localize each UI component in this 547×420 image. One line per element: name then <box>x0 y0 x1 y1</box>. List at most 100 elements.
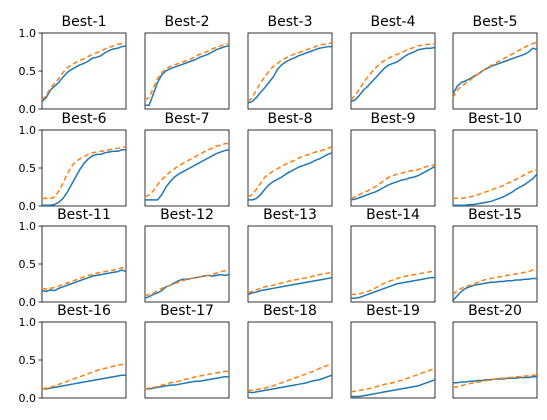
panel-title: Best-2 <box>165 14 210 30</box>
axes-frame <box>247 225 333 303</box>
solid-series-line <box>144 273 230 299</box>
panel-4: Best-4 <box>350 14 436 110</box>
solid-series-line <box>247 374 333 394</box>
solid-series-line <box>351 276 435 299</box>
panel-16: Best-16 0.0 0.5 1.0 <box>19 303 127 405</box>
panel-title: Best-19 <box>366 303 420 319</box>
y-tick-label: 1.0 <box>19 316 37 329</box>
panel-10: Best-10 <box>452 111 538 207</box>
panel-title: Best-11 <box>57 207 111 223</box>
dashed-series-line <box>350 42 436 101</box>
panel-6: Best-6 0.0 0.5 1.0 <box>19 111 127 213</box>
panel-12: Best-12 <box>144 207 230 303</box>
panel-title: Best-15 <box>468 207 522 223</box>
panel-3: Best-3 <box>247 14 333 110</box>
solid-series-line <box>247 276 333 296</box>
dashed-series-line <box>453 168 538 200</box>
dashed-series-line <box>351 270 435 296</box>
solid-series-line <box>145 375 229 390</box>
axes-frame <box>247 129 333 207</box>
solid-series-line <box>350 46 436 103</box>
solid-series-line <box>452 277 537 301</box>
panel-title: Best-14 <box>366 207 420 223</box>
dashed-series-line <box>41 363 127 390</box>
y-tick-label: 1.0 <box>19 220 37 233</box>
solid-series-line <box>247 45 332 104</box>
panel-20: Best-20 <box>452 303 538 399</box>
solid-series-line <box>145 149 230 201</box>
panel-17: Best-17 <box>144 303 230 399</box>
axes-frame <box>247 321 333 399</box>
solid-series-line <box>41 45 127 102</box>
panel-7: Best-7 <box>144 111 230 207</box>
panel-title: Best-9 <box>371 111 416 127</box>
y-tick-label: 0.5 <box>19 65 37 78</box>
panel-title: Best-5 <box>473 14 518 30</box>
panel-title: Best-13 <box>263 207 317 223</box>
panel-title: Best-4 <box>371 14 416 30</box>
panel-1: Best-1 0.0 0.5 1.0 <box>19 14 127 116</box>
dashed-series-line <box>144 42 230 101</box>
panel-8: Best-8 <box>247 111 333 207</box>
dashed-series-line <box>248 363 333 392</box>
dashed-series-line <box>350 368 436 393</box>
panel-15: Best-15 <box>452 207 538 303</box>
solid-series-line <box>41 269 127 293</box>
dashed-series-line <box>247 271 333 294</box>
axes-frame <box>144 225 230 303</box>
panel-title: Best-20 <box>468 303 522 319</box>
panel-9: Best-9 <box>350 111 436 207</box>
panel-title: Best-7 <box>165 111 210 127</box>
axes-frame <box>350 321 436 399</box>
dashed-series-line <box>42 145 127 200</box>
dashed-series-line <box>452 374 537 389</box>
panel-19: Best-19 <box>350 303 436 399</box>
y-tick-label: 0.0 <box>19 296 37 309</box>
y-tick-label: 1.0 <box>19 27 37 40</box>
y-tick-label: 0.5 <box>19 354 37 367</box>
solid-series-line <box>452 47 538 95</box>
dashed-series-line <box>452 267 538 295</box>
panel-title: Best-16 <box>57 303 111 319</box>
panel-14: Best-14 <box>350 207 436 303</box>
solid-series-line <box>145 45 230 106</box>
axes-frame <box>452 32 538 110</box>
panel-title: Best-8 <box>268 111 313 127</box>
y-tick-label: 0.5 <box>19 162 37 175</box>
panel-13: Best-13 <box>247 207 333 303</box>
solid-series-line <box>42 374 126 390</box>
dashed-series-line <box>41 42 127 101</box>
axes-frame <box>144 129 230 207</box>
solid-series-line <box>453 173 538 206</box>
panel-title: Best-3 <box>268 14 313 30</box>
dashed-series-line <box>144 370 229 390</box>
solid-series-line <box>42 149 126 206</box>
y-tick-label: 0.0 <box>19 392 37 405</box>
axes-frame <box>350 225 436 303</box>
y-tick-label: 0.5 <box>19 258 37 271</box>
panel-11: Best-11 0.0 0.5 1.0 <box>19 207 127 309</box>
panel-title: Best-1 <box>62 14 107 30</box>
axes-frame <box>452 225 538 303</box>
y-tick-label: 1.0 <box>19 124 37 137</box>
solid-series-line <box>350 165 436 201</box>
y-tick-label: 0.0 <box>19 200 37 213</box>
panel-title: Best-10 <box>468 111 522 127</box>
dashed-series-line <box>247 42 333 102</box>
panel-title: Best-17 <box>160 303 214 319</box>
panel-18: Best-18 <box>247 303 333 399</box>
axes-frame <box>144 32 230 110</box>
axes-frame <box>350 32 436 110</box>
solid-series-line <box>248 152 333 201</box>
solid-series-line <box>351 379 436 398</box>
y-tick-label: 0.0 <box>19 103 37 116</box>
dashed-series-line <box>41 266 127 290</box>
panel-title: Best-12 <box>160 207 214 223</box>
dashed-series-line <box>350 164 436 200</box>
panel-title: Best-18 <box>263 303 317 319</box>
axes-frame <box>144 321 230 399</box>
dashed-series-line <box>144 142 229 198</box>
axes-frame <box>350 129 436 207</box>
